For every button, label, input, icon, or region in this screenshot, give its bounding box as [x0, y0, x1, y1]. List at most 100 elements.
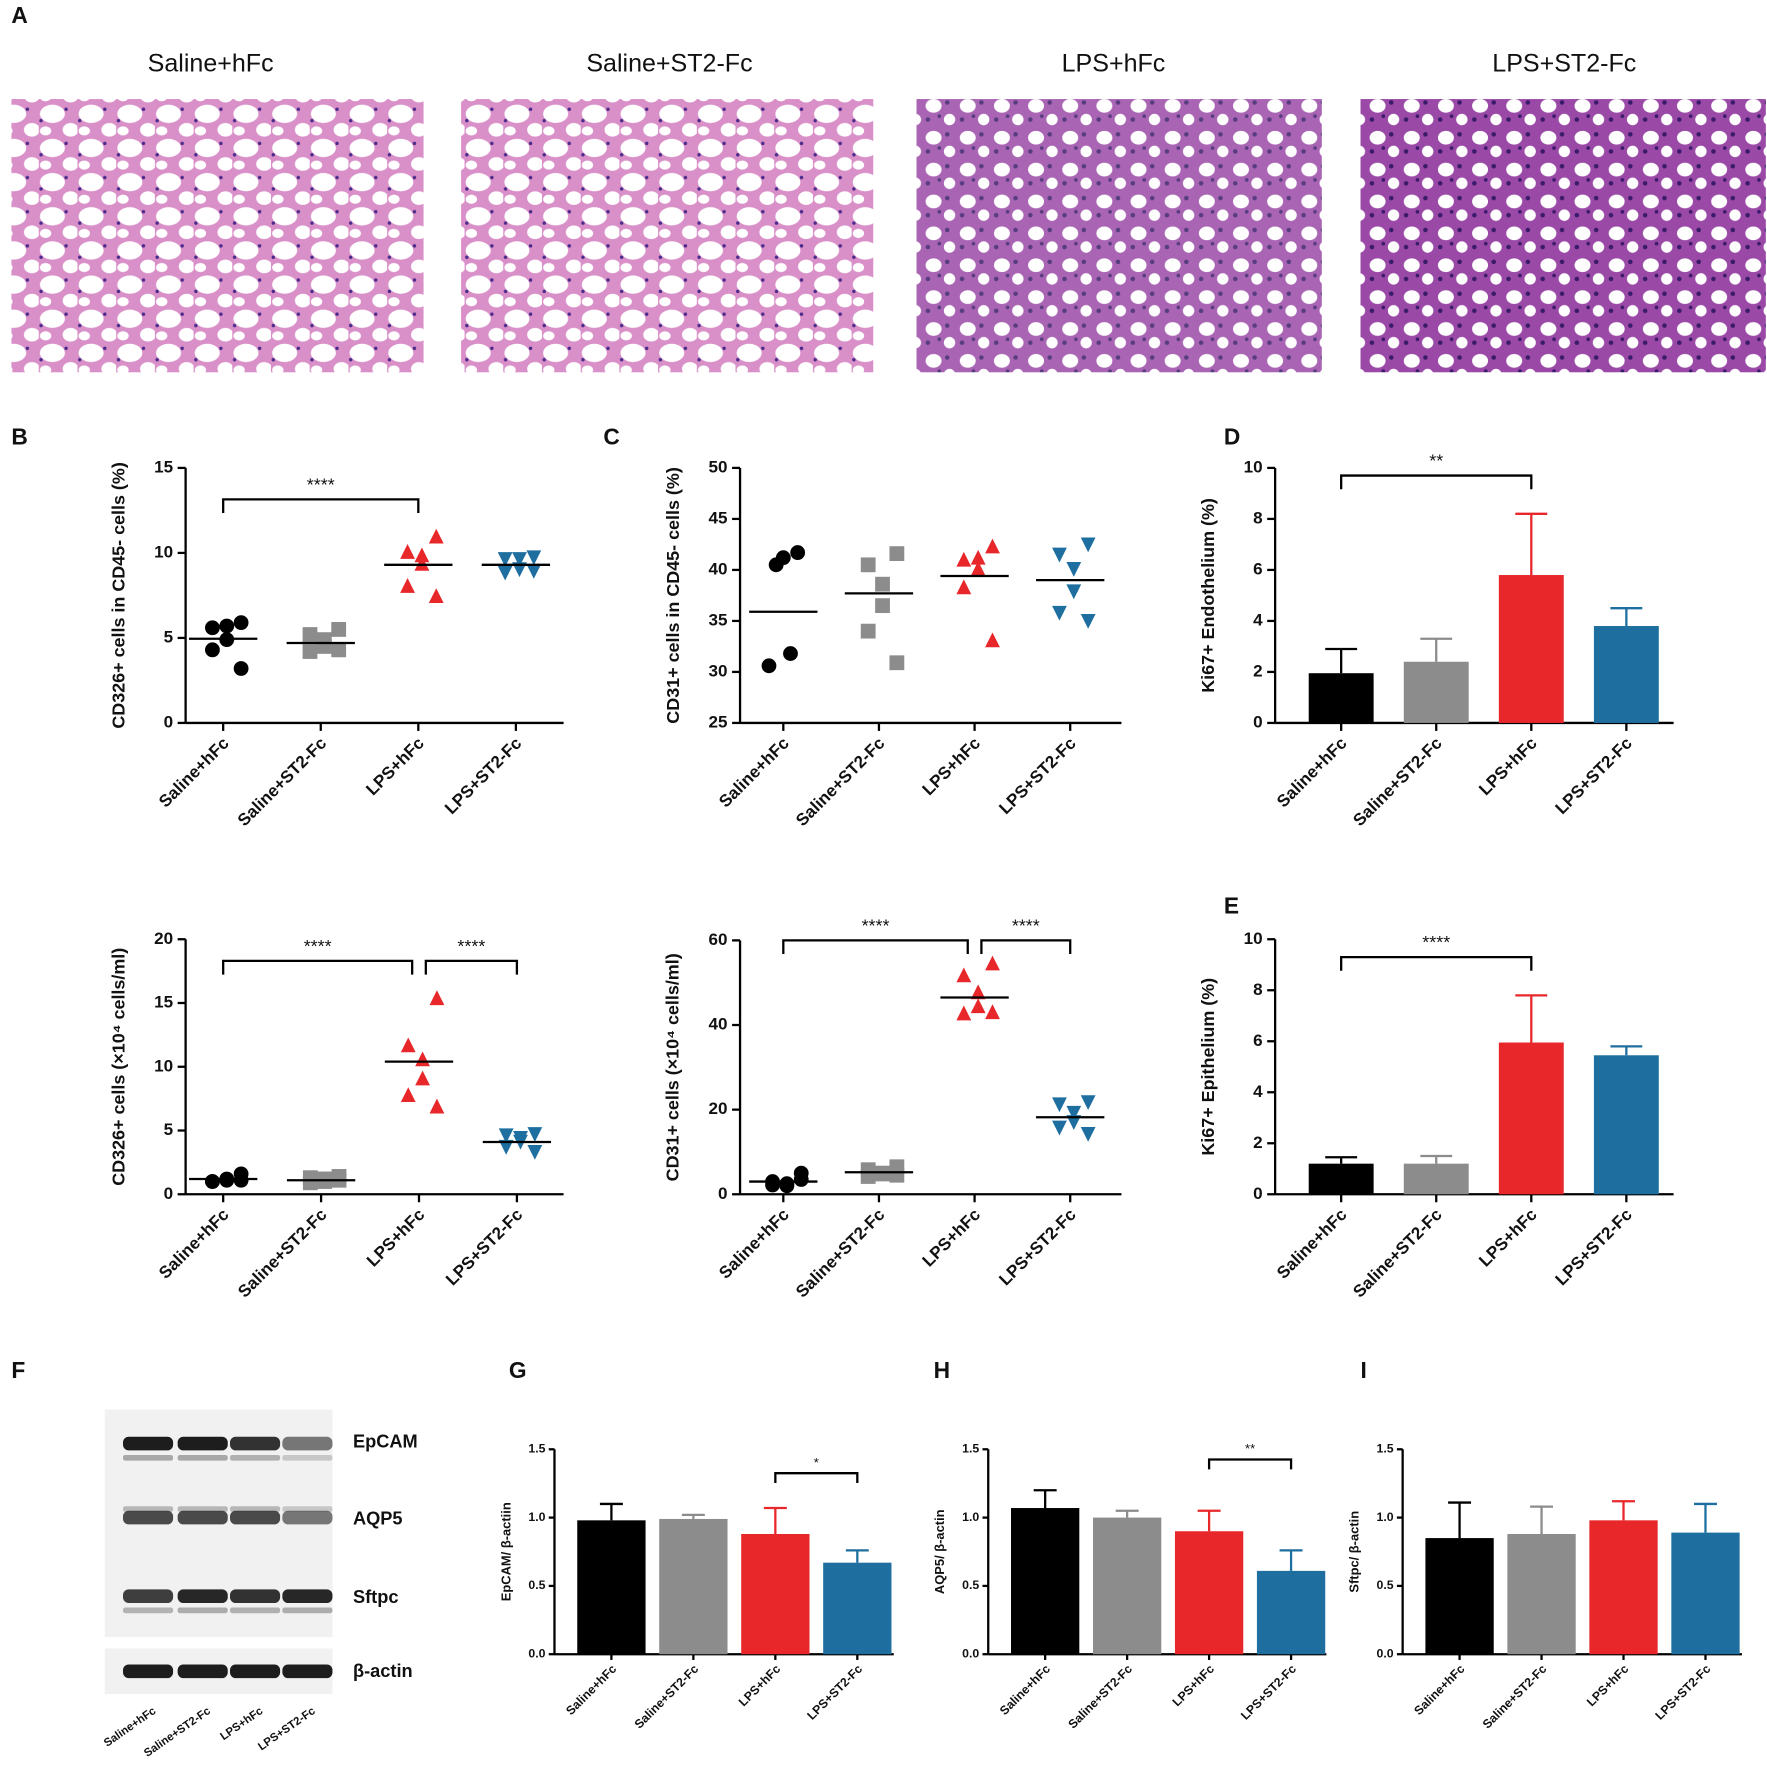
data-point — [302, 644, 318, 659]
data-point — [1052, 605, 1067, 621]
y-tick-label: 0.0 — [1377, 1646, 1394, 1660]
y-tick-label: 0 — [718, 1184, 728, 1203]
significance-label: **** — [304, 936, 332, 956]
y-tick-label: 10 — [1244, 457, 1263, 476]
data-point — [985, 538, 1000, 554]
bar — [1403, 661, 1469, 723]
x-tick-label: LPS+ST2-Fc — [1552, 1205, 1636, 1289]
bar — [1308, 1163, 1374, 1195]
panel-label: I — [1361, 1357, 1367, 1383]
y-tick-label: 15 — [154, 457, 173, 476]
lane-label: LPS+hFc — [218, 1705, 265, 1743]
data-point — [414, 555, 430, 571]
y-tick-label: 1.0 — [1377, 1510, 1394, 1524]
bar — [1498, 575, 1564, 723]
x-tick-label: LPS+hFc — [1584, 1662, 1631, 1709]
bar — [741, 1533, 810, 1655]
blot-band — [282, 1607, 333, 1614]
data-point — [302, 627, 318, 642]
x-tick-label: LPS+ST2-Fc — [1552, 734, 1636, 818]
histology-title: LPS+ST2-Fc — [1492, 50, 1636, 78]
blot-band — [177, 1664, 228, 1679]
x-tick-label: Saline+ST2-Fc — [234, 1205, 330, 1301]
x-tick-label: Saline+ST2-Fc — [632, 1662, 702, 1732]
y-tick-label: 2 — [1253, 661, 1263, 680]
blot-band — [230, 1589, 281, 1603]
histology-image — [461, 99, 874, 373]
data-point — [860, 623, 876, 639]
data-point — [428, 528, 444, 544]
blot-band — [177, 1607, 228, 1614]
significance-bracket — [222, 498, 420, 514]
bar — [1589, 1520, 1658, 1655]
y-tick-label: 1.5 — [528, 1442, 545, 1456]
x-tick-label: LPS+hFc — [736, 1662, 783, 1709]
y-axis-label: Ki67+ Endothelium (%) — [1198, 498, 1218, 693]
significance-label: ** — [1429, 451, 1443, 471]
blot-band — [282, 1454, 333, 1461]
data-point — [526, 564, 542, 579]
bar — [1593, 626, 1659, 723]
protein-label: EpCAM — [353, 1431, 418, 1451]
data-point — [400, 544, 415, 559]
blot-band — [177, 1510, 228, 1525]
data-point — [429, 990, 445, 1006]
data-point — [331, 642, 347, 658]
y-tick-label: 8 — [1253, 980, 1263, 999]
bar — [1174, 1531, 1244, 1655]
y-tick-label: 5 — [164, 627, 174, 646]
significance-bracket — [424, 959, 519, 975]
data-point — [526, 550, 542, 566]
blot-band — [230, 1454, 281, 1461]
data-point — [775, 550, 791, 566]
x-tick-label: LPS+ST2-Fc — [442, 1205, 526, 1289]
data-point — [956, 551, 972, 567]
y-tick-label: 1.5 — [962, 1442, 979, 1456]
x-tick-label: Saline+hFc — [1411, 1662, 1467, 1718]
y-tick-label: 0 — [1253, 712, 1263, 731]
histology-title: Saline+ST2-Fc — [586, 50, 752, 78]
y-axis-label: CD326+ cells in CD45- cells (%) — [108, 462, 128, 728]
data-point — [970, 984, 986, 1000]
significance-bracket — [782, 939, 969, 955]
x-tick-label: Saline+hFc — [1273, 734, 1350, 811]
blot-band — [177, 1436, 228, 1451]
blot-band — [122, 1510, 174, 1525]
y-axis-label: CD326+ cells (×10⁴ cells/ml) — [108, 948, 128, 1186]
y-tick-label: 45 — [709, 508, 728, 527]
data-point — [875, 1166, 890, 1182]
x-tick-label: LPS+hFc — [1170, 1662, 1217, 1709]
y-axis-label: EpCAM/ β-actiin — [498, 1502, 513, 1601]
data-point — [400, 578, 415, 593]
bar — [1593, 1055, 1659, 1195]
y-tick-label: 0.5 — [528, 1578, 545, 1592]
x-tick-label: LPS+hFc — [919, 1205, 984, 1270]
blot-band — [122, 1607, 174, 1614]
x-tick-label: LPS+ST2-Fc — [1238, 1662, 1299, 1723]
blot-band — [230, 1510, 281, 1525]
x-tick-label: Saline+ST2-Fc — [792, 734, 888, 830]
y-tick-label: 20 — [154, 929, 173, 948]
data-point — [1052, 547, 1067, 563]
panel-label: A — [11, 2, 27, 28]
data-point — [497, 552, 513, 567]
significance-bracket — [222, 959, 414, 975]
blot-band — [122, 1454, 174, 1461]
data-point — [761, 658, 777, 674]
x-tick-label: LPS+hFc — [362, 734, 427, 799]
y-tick-label: 0 — [164, 712, 174, 731]
data-point — [985, 1004, 1000, 1020]
data-point — [889, 546, 905, 562]
data-point — [205, 642, 220, 658]
data-point — [400, 1087, 416, 1103]
significance-label: **** — [457, 936, 485, 956]
y-tick-label: 0 — [1253, 1184, 1263, 1203]
data-point — [497, 565, 513, 581]
data-point — [205, 1174, 220, 1189]
x-tick-label: LPS+ST2-Fc — [1652, 1662, 1713, 1723]
blot-band — [177, 1506, 228, 1512]
significance-label: ** — [1245, 1441, 1255, 1456]
y-tick-label: 50 — [709, 457, 728, 476]
y-tick-label: 10 — [1244, 929, 1263, 948]
